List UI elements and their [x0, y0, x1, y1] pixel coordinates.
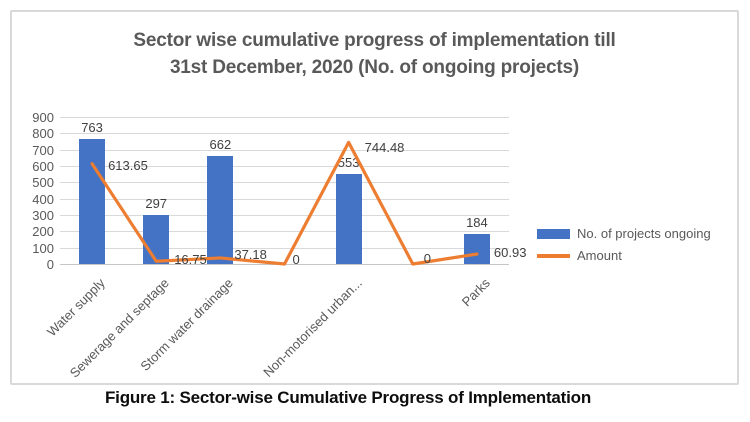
- amount-line: [90, 140, 479, 266]
- y-axis-tick-label: 900: [32, 110, 54, 125]
- legend-bar-swatch: [537, 228, 570, 239]
- line-point-label: 37.18: [234, 246, 267, 262]
- line-point-label: 16.75: [174, 252, 207, 268]
- gridline: [60, 166, 509, 167]
- chart-legend: No. of projects ongoing Amount: [537, 223, 711, 267]
- legend-label-projects: No. of projects ongoing: [577, 226, 711, 241]
- x-axis-label: Non-motorised urban...: [259, 275, 365, 380]
- gridline: [60, 215, 509, 216]
- y-axis-tick-label: 500: [32, 175, 54, 191]
- legend-item-amount: Amount: [537, 245, 711, 266]
- line-point-label: 744.48: [364, 140, 405, 156]
- gridline: [60, 182, 509, 184]
- bar-value-label: 553: [337, 154, 360, 170]
- line-point-label: 0: [292, 252, 300, 267]
- chart-title: Sector wise cumulative progress of imple…: [133, 30, 616, 78]
- x-axis-label: Parks: [458, 275, 493, 310]
- legend-item-projects: No. of projects ongoing: [537, 223, 711, 244]
- x-axis-label: Water supply: [44, 275, 108, 340]
- line-point-label: 613.65: [108, 157, 148, 173]
- bar: [79, 139, 106, 264]
- y-axis-tick-label: 0: [46, 257, 54, 272]
- bar: [335, 173, 362, 264]
- gridline: [60, 117, 509, 118]
- gridline: [60, 133, 509, 135]
- y-axis-tick-label: 200: [32, 224, 54, 240]
- gridline: [60, 198, 509, 200]
- bar: [463, 233, 490, 264]
- y-axis-tick-label: 300: [32, 208, 54, 223]
- y-axis-tick-label: 100: [32, 240, 54, 256]
- gridline: [60, 247, 509, 249]
- gridline: [60, 149, 509, 151]
- bar: [207, 155, 234, 264]
- bar-value-label: 184: [466, 214, 488, 230]
- bar-value-label: 297: [145, 196, 168, 212]
- bar-value-label: 662: [209, 136, 232, 152]
- line-point-label: 0: [423, 251, 432, 266]
- y-axis-tick-label: 700: [32, 142, 54, 158]
- gridline: [60, 231, 509, 233]
- legend-label-amount: Amount: [577, 248, 622, 263]
- line-point-label: 60.93: [493, 245, 527, 261]
- plot-area: 0 100 200 300 400 500 600 700 800 900 763 297 662 553…: [32, 110, 526, 380]
- chart-frame: Sector wise cumulative progress of imple…: [10, 10, 739, 385]
- y-axis-tick-label: 800: [32, 126, 54, 142]
- figure-caption: Figure 1: Sector-wise Cumulative Progres…: [104, 388, 592, 407]
- bar-value-label: 763: [81, 120, 103, 136]
- y-axis-tick-label: 400: [32, 191, 54, 207]
- y-axis-tick-label: 600: [32, 159, 54, 174]
- legend-line-swatch: [537, 253, 570, 258]
- bar: [143, 215, 170, 264]
- amount-line-chart: [90, 140, 479, 266]
